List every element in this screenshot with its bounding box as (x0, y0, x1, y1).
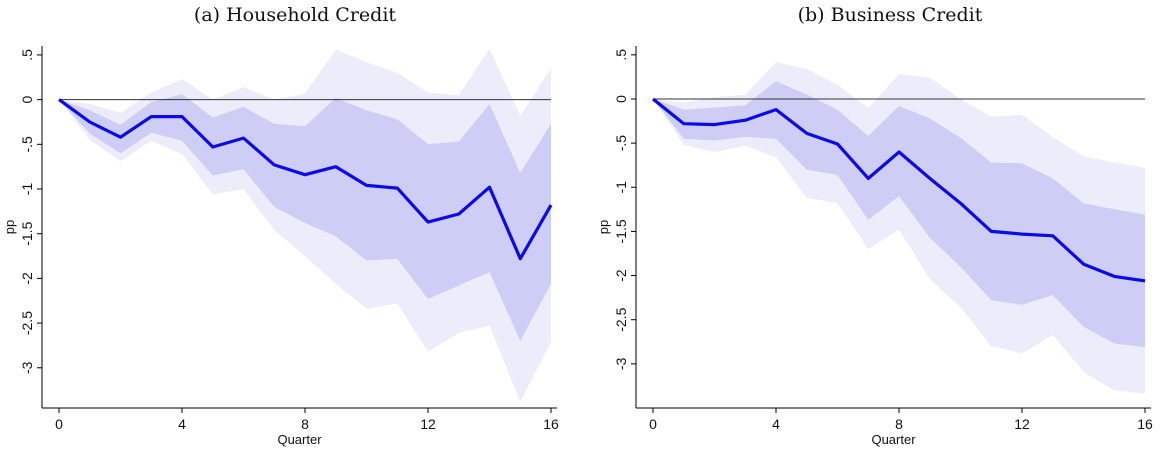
y-tick-label: -1 (613, 181, 629, 194)
x-tick-label: 16 (1137, 416, 1153, 432)
x-tick-label: 8 (895, 416, 903, 432)
x-axis-title: Quarter (277, 432, 322, 447)
x-tick-label: 0 (649, 416, 657, 432)
inner-confidence-band (653, 81, 1145, 348)
x-axis-title: Quarter (871, 432, 916, 447)
y-tick-label: -2.5 (19, 311, 35, 335)
y-tick-label: -2 (19, 272, 35, 285)
y-tick-label: 0 (19, 96, 35, 104)
inner-confidence-band (59, 94, 551, 341)
y-tick-label: -1.5 (613, 219, 629, 243)
x-tick-label: 8 (301, 416, 309, 432)
y-tick-label: .5 (19, 49, 35, 61)
y-tick-label: -1.5 (19, 221, 35, 245)
y-axis-title: pp (2, 220, 17, 234)
x-tick-label: 12 (420, 416, 436, 432)
y-tick-label: -2.5 (613, 307, 629, 331)
x-tick-label: 12 (1014, 416, 1030, 432)
panel-b-title: (b) Business Credit (797, 4, 983, 26)
y-tick-label: -1 (19, 183, 35, 196)
y-tick-label: -2 (613, 269, 629, 282)
y-tick-label: -3 (613, 357, 629, 370)
x-tick-label: 16 (543, 416, 559, 432)
x-tick-label: 4 (772, 416, 780, 432)
y-tick-label: 0 (613, 95, 629, 103)
outer-confidence-band (653, 61, 1145, 394)
x-tick-label: 4 (178, 416, 186, 432)
y-tick-label: .5 (613, 49, 629, 61)
y-axis-title: pp (596, 220, 611, 234)
panel-a-title: (a) Household Credit (193, 4, 397, 26)
y-tick-label: -.5 (19, 136, 35, 153)
x-tick-label: 0 (55, 416, 63, 432)
y-tick-label: -3 (19, 361, 35, 374)
y-tick-label: -.5 (613, 135, 629, 152)
